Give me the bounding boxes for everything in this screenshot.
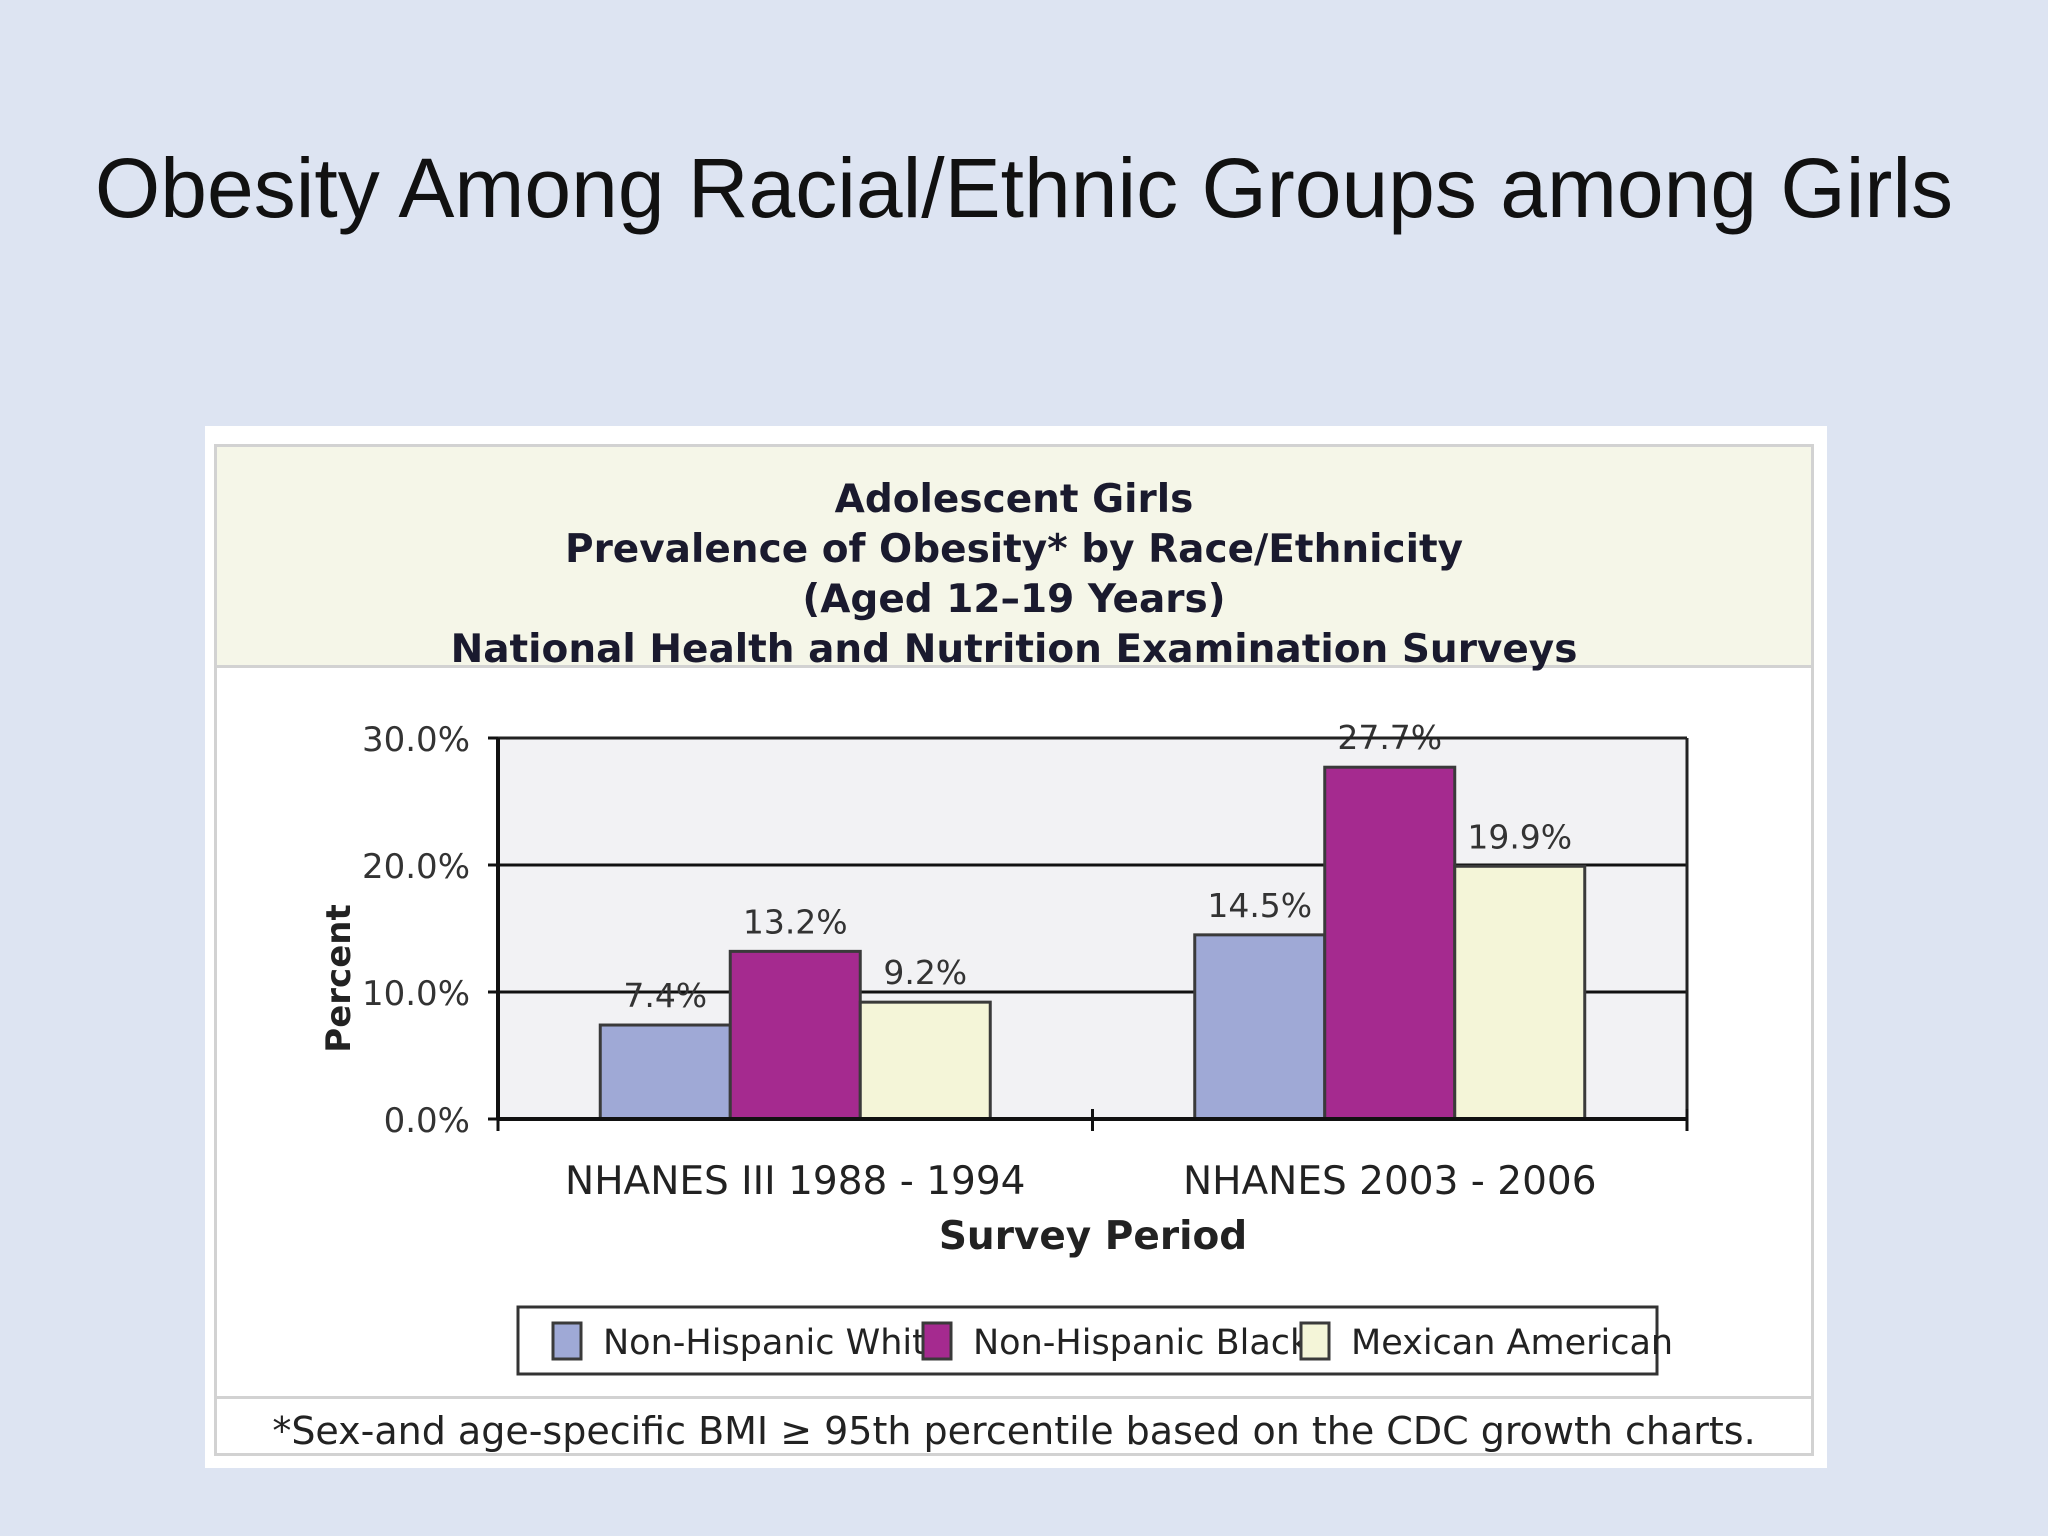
data-label: 19.9%: [1467, 817, 1572, 856]
chart-header-line-1: Adolescent Girls: [834, 477, 1194, 522]
data-label: 14.5%: [1207, 886, 1312, 925]
legend-box: [516, 1305, 1659, 1376]
bar: [598, 1023, 732, 1121]
x-category-label: NHANES III 1988 - 1994: [565, 1159, 1025, 1204]
bar: [1193, 933, 1327, 1121]
y-tick-label: 10.0%: [362, 974, 470, 1014]
bar-chart: 0.0% 10.0% 20.0% 30.0% 7.4% 13.2% 9.2% NHANES I…: [319, 718, 1689, 1376]
y-axis-title: Percent: [319, 904, 359, 1052]
y-tick-label: 30.0%: [362, 720, 470, 760]
data-label: 7.4%: [623, 976, 707, 1015]
legend-label: Non-Hispanic Black: [973, 1323, 1311, 1363]
chart-header: Adolescent Girls Prevalence of Obesity* …: [217, 447, 1811, 672]
bar: [728, 949, 862, 1121]
footnote: *Sex-and age-specific BMI ≥ 95th percent…: [272, 1409, 1756, 1453]
bar: [1323, 765, 1457, 1121]
chart-header-line-3: (Aged 12–19 Years): [802, 577, 1226, 622]
legend-label: Mexican American: [1351, 1323, 1673, 1363]
bar: [1453, 864, 1587, 1121]
figure-border: [214, 444, 1814, 1456]
chart-header-line-4: National Health and Nutrition Examinatio…: [450, 627, 1578, 672]
data-label: 13.2%: [743, 902, 848, 941]
x-category-label: NHANES 2003 - 2006: [1183, 1159, 1597, 1204]
chart-figure: Adolescent Girls Prevalence of Obesity* …: [205, 426, 1827, 1468]
x-axis-title: Survey Period: [939, 1214, 1247, 1259]
legend-label: Non-Hispanic White: [603, 1323, 947, 1363]
legend-swatch: [1299, 1321, 1331, 1361]
footnote-divider: [217, 1396, 1811, 1399]
legend-swatch: [551, 1321, 583, 1361]
bar: [858, 1000, 992, 1121]
y-tick-label: 20.0%: [362, 847, 470, 887]
legend-swatch: [921, 1321, 953, 1361]
chart-header-line-2: Prevalence of Obesity* by Race/Ethnicity: [564, 527, 1464, 572]
y-tick-label: 0.0%: [384, 1101, 470, 1141]
data-label: 9.2%: [883, 953, 967, 992]
slide-title: Obesity Among Racial/Ethnic Groups among…: [94, 141, 1954, 235]
